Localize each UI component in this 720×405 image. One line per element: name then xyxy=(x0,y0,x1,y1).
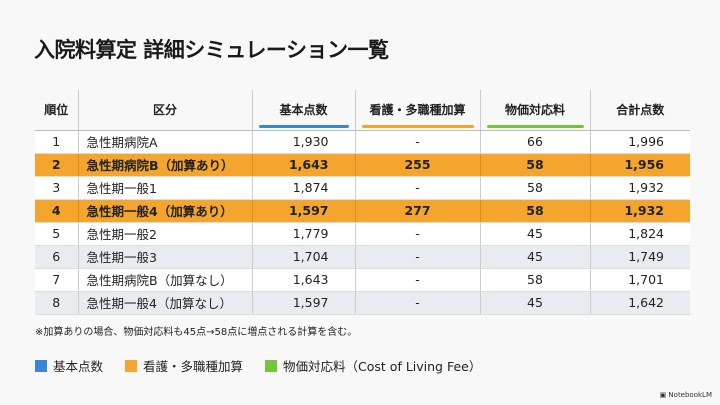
header-living: 物価対応料 xyxy=(479,90,590,131)
table-row: 8 急性期一般4（加算なし） 1,597-45 1,642 xyxy=(35,291,690,315)
table-row: 5 急性期一般2 1,779-45 1,824 xyxy=(35,222,690,246)
header-nursing: 看護・多職種加算 xyxy=(354,90,480,131)
legend-swatch-icon xyxy=(265,360,278,372)
brand-watermark: ▣ NotebookLM xyxy=(659,391,712,399)
cell-basic: 1,704 xyxy=(251,245,355,269)
cell-rank: 2 xyxy=(35,153,78,177)
header-basic: 基本点数 xyxy=(251,90,355,131)
table-row: 6 急性期一般3 1,704-45 1,749 xyxy=(35,245,690,269)
cell-nursing: - xyxy=(354,268,480,292)
cell-living: 58 xyxy=(479,199,590,223)
cell-total: 1,932 xyxy=(589,199,690,223)
table-row: 4 急性期一般4（加算あり） 1,597 277 58 1,932 xyxy=(35,199,690,223)
cell-total: 1,701 xyxy=(589,268,690,292)
cell-rank: 8 xyxy=(35,291,78,315)
cell-name: 急性期一般3 xyxy=(77,245,252,269)
cell-rank: 6 xyxy=(35,245,78,269)
cell-rank: 4 xyxy=(35,199,78,223)
cell-nursing: - xyxy=(354,291,480,315)
cell-nursing: - xyxy=(354,130,480,154)
cell-nursing: - xyxy=(354,245,480,269)
table-row: 2 急性期病院B（加算あり） 1,643 255 58 1,956 xyxy=(35,153,690,177)
legend-nursing: 看護・多職種加算 xyxy=(125,356,243,375)
cell-name: 急性期一般4（加算なし） xyxy=(77,291,252,315)
cell-basic: 1,597 xyxy=(251,291,355,315)
cell-rank: 7 xyxy=(35,268,78,292)
page-title: 入院料算定 詳細シミュレーション一覧 xyxy=(34,38,389,62)
cell-living: 45 xyxy=(479,245,590,269)
legend-living: 物価対応料（Cost of Living Fee） xyxy=(265,356,481,375)
cell-living: 66 xyxy=(479,130,590,154)
cell-nursing: - xyxy=(354,222,480,246)
cell-total: 1,932 xyxy=(589,176,690,200)
cell-rank: 3 xyxy=(35,176,78,200)
cell-name: 急性期一般2 xyxy=(77,222,252,246)
header-rank: 順位 xyxy=(35,90,78,131)
cell-basic: 1,779 xyxy=(251,222,355,246)
table-row: 3 急性期一般1 1,874-58 1,932 xyxy=(35,176,690,200)
cell-nursing: 255 xyxy=(354,153,480,177)
cell-name: 急性期病院A xyxy=(77,130,252,154)
cell-basic: 1,874 xyxy=(251,176,355,200)
header-category: 区分 xyxy=(77,90,252,131)
cell-name: 急性期病院B（加算なし） xyxy=(77,268,252,292)
header-total: 合計点数 xyxy=(589,90,690,131)
cell-total: 1,642 xyxy=(589,291,690,315)
cell-basic: 1,643 xyxy=(251,268,355,292)
cell-rank: 1 xyxy=(35,130,78,154)
cell-basic: 1,643 xyxy=(251,153,355,177)
legend-swatch-icon xyxy=(125,360,138,372)
cell-living: 58 xyxy=(479,176,590,200)
cell-living: 45 xyxy=(479,291,590,315)
cell-living: 58 xyxy=(479,153,590,177)
cell-nursing: - xyxy=(354,176,480,200)
cell-basic: 1,597 xyxy=(251,199,355,223)
cell-nursing: 277 xyxy=(354,199,480,223)
cell-living: 45 xyxy=(479,222,590,246)
cell-name: 急性期一般1 xyxy=(77,176,252,200)
table-row: 1 急性期病院A 1,930-66 1,996 xyxy=(35,130,690,154)
simulation-table: 順位 区分 基本点数 看護・多職種加算 物価対応料 合計点数 1 急性期病院A 1,… xyxy=(35,90,690,315)
legend: 基本点数 看護・多職種加算 物価対応料（Cost of Living Fee） xyxy=(35,356,481,375)
footnote: ※加算ありの場合、物価対応料も45点→58点に増点される計算を含む。 xyxy=(35,327,358,338)
cell-rank: 5 xyxy=(35,222,78,246)
cell-total: 1,824 xyxy=(589,222,690,246)
cell-name: 急性期病院B（加算あり） xyxy=(77,153,252,177)
cell-total: 1,956 xyxy=(589,153,690,177)
cell-total: 1,996 xyxy=(589,130,690,154)
table-row: 7 急性期病院B（加算なし） 1,643-58 1,701 xyxy=(35,268,690,292)
cell-total: 1,749 xyxy=(589,245,690,269)
cell-living: 58 xyxy=(479,268,590,292)
legend-basic: 基本点数 xyxy=(35,356,103,375)
cell-name: 急性期一般4（加算あり） xyxy=(77,199,252,223)
legend-swatch-icon xyxy=(35,360,47,372)
table-header-row: 順位 区分 基本点数 看護・多職種加算 物価対応料 合計点数 xyxy=(35,90,690,131)
cell-basic: 1,930 xyxy=(251,130,355,154)
